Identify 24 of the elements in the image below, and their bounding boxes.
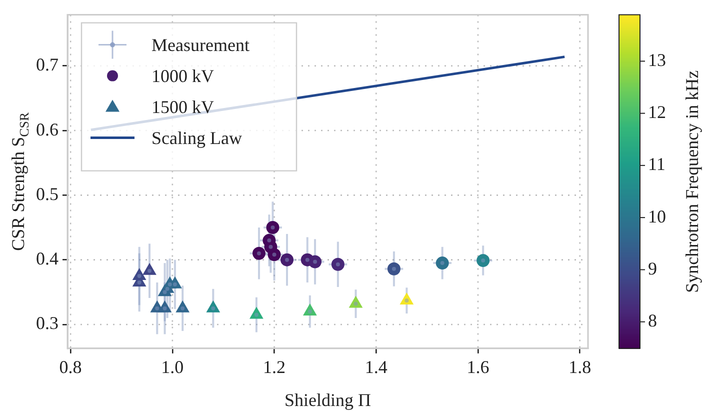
x-tick-label: 1.2 (263, 356, 286, 377)
y-tick-label: 0.7 (36, 54, 58, 75)
legend-label: Measurement (152, 34, 250, 55)
color-bar-label: 11 (648, 154, 666, 174)
y-tick-label: 0.3 (36, 313, 58, 334)
color-bar-label: 12 (648, 102, 666, 122)
legend-label: 1000 kV (152, 66, 214, 86)
color-bar-label: 8 (648, 310, 657, 331)
x-axis-title: Shielding Π (284, 390, 372, 410)
y-tick-label: 0.6 (36, 119, 58, 140)
x-tick-label: 0.8 (59, 356, 82, 377)
legend-label: Scaling Law (152, 128, 242, 148)
x-tick-label: 1.6 (466, 356, 490, 377)
y-tick-label: 0.5 (36, 184, 58, 204)
legend-label: 1500 kV (152, 96, 214, 117)
y-tick-label: 0.4 (36, 248, 58, 269)
x-tick-label: 1.8 (568, 356, 592, 377)
x-tick-label: 1.0 (161, 356, 184, 377)
y-axis-title: CSR Strength SCSR (8, 112, 32, 251)
x-tick-label: 1.4 (364, 356, 388, 377)
color-bar-label: 13 (648, 50, 666, 70)
color-bar-label: 10 (648, 206, 666, 226)
color-bar-title: Synchrotron Frequency in kHz (682, 70, 702, 293)
color-bar-label: 9 (648, 258, 657, 278)
